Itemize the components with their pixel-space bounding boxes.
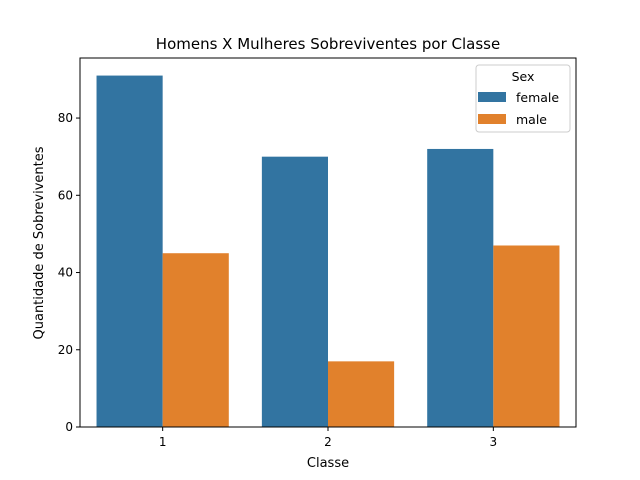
legend-label-male: male: [516, 112, 547, 127]
y-tick-label: 60: [58, 188, 73, 202]
y-tick-label: 80: [58, 111, 73, 125]
y-tick-label: 0: [65, 420, 73, 434]
bar-male-class-3: [493, 245, 560, 427]
bar-male-class-1: [162, 253, 229, 427]
legend-swatch-male: [478, 114, 506, 124]
chart-title: Homens X Mulheres Sobreviventes por Clas…: [156, 35, 500, 53]
legend-label-female: female: [516, 90, 559, 105]
y-tick-label: 40: [58, 266, 73, 280]
bars-group: [96, 75, 560, 428]
axes-group: 0 20 40 60 80 1 2 3: [58, 57, 577, 449]
y-tick-label: 20: [58, 343, 73, 357]
x-tick-label: 1: [159, 435, 167, 449]
bar-male-class-2: [328, 361, 395, 427]
legend: Sex female male: [475, 64, 571, 133]
y-axis-label: Quantidade de Sobreviventes: [32, 146, 47, 339]
x-axis-label: Classe: [307, 456, 349, 471]
bar-female-class-3: [427, 148, 494, 427]
legend-swatch-female: [478, 92, 506, 102]
x-tick-label: 3: [490, 435, 498, 449]
bar-female-class-2: [261, 156, 328, 428]
legend-title: Sex: [512, 69, 535, 84]
x-tick-label: 2: [324, 435, 332, 449]
bar-female-class-1: [96, 75, 163, 427]
